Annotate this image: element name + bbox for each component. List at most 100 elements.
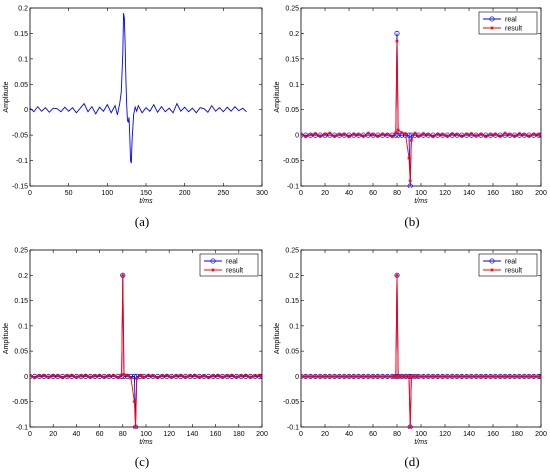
result-point bbox=[488, 374, 493, 379]
result-point bbox=[165, 373, 169, 378]
result-point bbox=[512, 374, 517, 379]
result-point bbox=[436, 132, 440, 136]
x-tick-label: 20 bbox=[321, 431, 329, 438]
y-tick-label: -0.05 bbox=[12, 399, 28, 406]
result-point bbox=[517, 131, 522, 136]
result-point bbox=[403, 374, 408, 379]
legend-label: result bbox=[505, 268, 522, 275]
result-point bbox=[216, 373, 220, 378]
result-point bbox=[243, 373, 248, 378]
result-point bbox=[83, 373, 88, 378]
y-tick-label: -0.1 bbox=[287, 425, 299, 432]
y-tick-label: -0.05 bbox=[283, 399, 299, 406]
result-point bbox=[508, 374, 512, 379]
result-point bbox=[65, 374, 69, 378]
y-tick-label: 0.15 bbox=[285, 56, 299, 63]
result-point bbox=[460, 134, 464, 138]
y-tick-label: -0.05 bbox=[283, 158, 299, 165]
x-tick-label: 140 bbox=[187, 431, 199, 438]
result-point bbox=[220, 375, 225, 379]
x-tick-label: 250 bbox=[217, 190, 229, 197]
result-point bbox=[416, 374, 421, 379]
result-point bbox=[119, 373, 124, 377]
result-point bbox=[484, 134, 488, 139]
result-point bbox=[347, 134, 351, 139]
y-tick-label: 0.15 bbox=[14, 298, 28, 305]
result-point bbox=[46, 375, 51, 379]
result-point bbox=[116, 375, 120, 380]
result-point bbox=[313, 374, 318, 379]
result-point bbox=[318, 134, 322, 138]
result-point bbox=[508, 132, 512, 137]
result-point bbox=[313, 131, 318, 136]
result-point bbox=[97, 373, 102, 378]
result-point bbox=[532, 132, 536, 136]
result-point bbox=[536, 374, 541, 379]
result-point bbox=[332, 134, 337, 138]
x-tick-label: 100 bbox=[415, 190, 427, 197]
result-point bbox=[337, 132, 342, 137]
result-point bbox=[484, 374, 488, 379]
result-point bbox=[183, 375, 188, 379]
x-tick-label: 180 bbox=[511, 190, 523, 197]
legend-label: real bbox=[505, 259, 517, 266]
result-point bbox=[60, 375, 65, 380]
result-point bbox=[188, 374, 192, 378]
result-point bbox=[42, 373, 46, 378]
x-tick-label: 100 bbox=[101, 190, 113, 197]
y-tick-label: 0.1 bbox=[18, 323, 28, 330]
result-point bbox=[197, 375, 202, 379]
x-tick-label: 0 bbox=[28, 190, 32, 197]
result-point bbox=[493, 132, 498, 136]
result-point bbox=[332, 374, 337, 379]
result-point bbox=[361, 134, 366, 138]
x-tick-label: 150 bbox=[140, 190, 152, 197]
y-tick-label: 0.1 bbox=[289, 82, 299, 89]
result-point bbox=[132, 399, 137, 404]
y-tick-label: 0.15 bbox=[285, 298, 299, 305]
result-point bbox=[512, 134, 517, 138]
result-point bbox=[394, 130, 398, 135]
result-point bbox=[51, 373, 55, 378]
result-point bbox=[469, 131, 474, 136]
result-point bbox=[328, 131, 332, 135]
result-point bbox=[493, 374, 498, 379]
x-tick-label: 120 bbox=[439, 431, 451, 438]
result-point bbox=[450, 374, 454, 379]
x-tick-label: 0 bbox=[299, 190, 303, 197]
x-tick-label: 80 bbox=[119, 431, 127, 438]
x-tick-label: 200 bbox=[256, 431, 268, 438]
x-tick-label: 40 bbox=[73, 431, 81, 438]
result-point bbox=[376, 374, 380, 379]
result-point bbox=[479, 374, 483, 379]
y-tick-label: 0.2 bbox=[18, 273, 28, 280]
x-tick-label: 200 bbox=[179, 190, 191, 197]
result-point bbox=[56, 374, 60, 378]
x-tick-label: 180 bbox=[511, 431, 523, 438]
real-point bbox=[395, 132, 401, 138]
x-tick-label: 160 bbox=[210, 431, 222, 438]
result-point bbox=[409, 138, 414, 143]
x-tick-label: 140 bbox=[463, 431, 475, 438]
panel-b: 0 20 40 60 80 100 120 140 160 180 200 -0.1 -0.05 0 0.0… bbox=[274, 6, 547, 206]
result-point bbox=[455, 374, 459, 379]
result-point bbox=[527, 134, 531, 138]
y-axis-label: Amplitude bbox=[3, 323, 10, 354]
result-point bbox=[318, 374, 322, 379]
result-point bbox=[426, 132, 430, 137]
legend: real result bbox=[478, 11, 538, 35]
result-point bbox=[539, 374, 541, 379]
x-tick-label: 20 bbox=[49, 431, 57, 438]
result-point bbox=[385, 374, 390, 379]
result-point bbox=[503, 131, 507, 135]
result-point bbox=[323, 132, 327, 136]
real-point bbox=[407, 183, 413, 188]
result-point bbox=[133, 425, 138, 429]
result-point bbox=[151, 374, 155, 378]
result-point bbox=[527, 374, 531, 379]
result-point bbox=[469, 374, 474, 379]
result-point bbox=[416, 134, 421, 138]
result-point bbox=[403, 131, 408, 136]
result-point bbox=[413, 374, 417, 379]
y-tick-label: 0.05 bbox=[14, 82, 28, 89]
